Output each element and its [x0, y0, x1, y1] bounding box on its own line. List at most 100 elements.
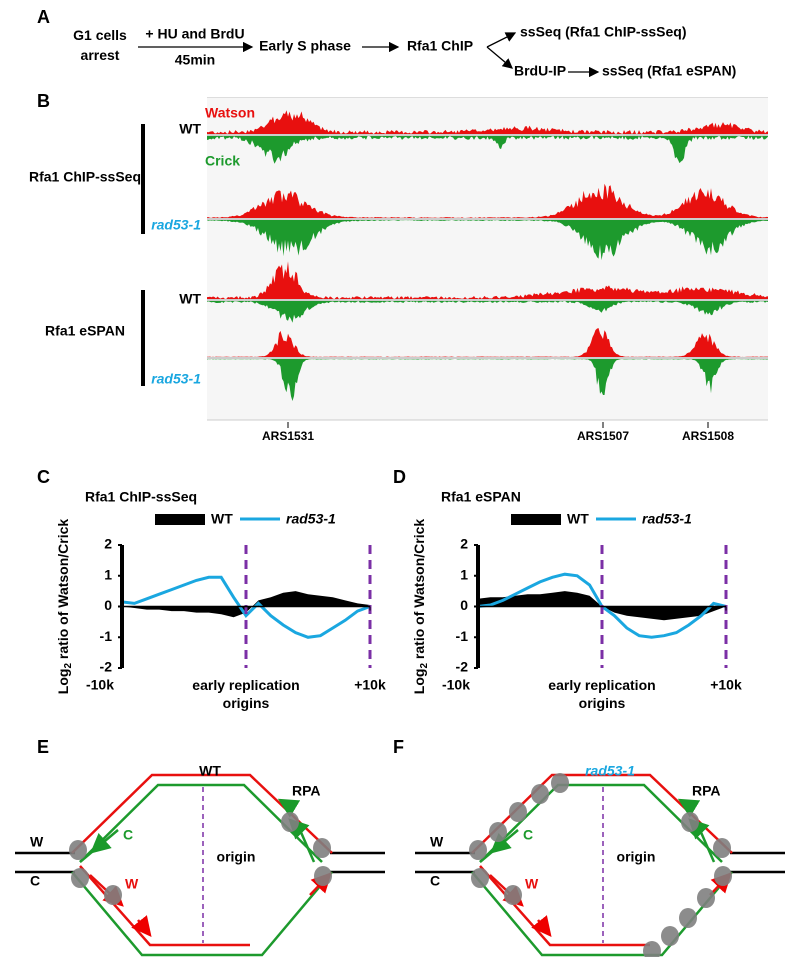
panel-label: A [37, 7, 50, 27]
arrow [486, 32, 517, 48]
y-tick-label: 2 [104, 536, 112, 552]
y-axis-label-part: Log [411, 669, 427, 695]
rpa [281, 812, 299, 832]
x-tick-label: -10k [442, 677, 470, 693]
row-label: rad53-1 [151, 371, 201, 387]
new-strand-label: C [523, 827, 533, 843]
rpa [714, 866, 732, 886]
strand-bottom-inner [479, 865, 650, 947]
track-signal [207, 301, 768, 323]
origin-label: ARS1507 [577, 429, 629, 443]
diagram-title: rad53-1 [585, 763, 635, 779]
y-tick-label: -2 [100, 659, 113, 675]
wt-area [122, 591, 370, 618]
rpa [71, 868, 89, 888]
legend-label: rad53-1 [642, 511, 692, 527]
new-strand-label: W [525, 876, 539, 892]
x-tick-label: -10k [86, 677, 114, 693]
strand-bottom-inner [79, 865, 250, 947]
arrow [486, 46, 513, 69]
legend-label: WT [211, 511, 233, 527]
x-axis-label: early replication origins [192, 677, 299, 711]
rpa [531, 784, 549, 804]
flow-text: BrdU-IP [514, 63, 566, 79]
flow-text: + HU and BrdU [145, 26, 244, 42]
rpa [697, 888, 715, 908]
track-signal [207, 261, 768, 299]
group-bar [141, 290, 145, 386]
row-label: rad53-1 [151, 217, 201, 233]
arrow-g [277, 798, 301, 818]
panel-label: D [393, 467, 406, 487]
track-signal [207, 136, 768, 164]
arrow-c [79, 829, 119, 863]
rpa [469, 840, 487, 860]
track-signal [207, 110, 768, 134]
strand-label: Watson [205, 105, 255, 121]
track-signal [207, 220, 768, 261]
panel-label: C [37, 467, 50, 487]
chart-title: Rfa1 ChIP-ssSeq [85, 489, 197, 505]
y-axis-label: Log2 ratio of Watson/Crick [411, 519, 430, 695]
rpa [313, 838, 331, 858]
y-tick-label: -1 [100, 628, 113, 644]
rpa [509, 802, 527, 822]
y-tick-label: 0 [104, 597, 112, 613]
rpa [504, 885, 522, 905]
group-label: Rfa1 ChIP-ssSeq [29, 169, 141, 185]
rpa [471, 868, 489, 888]
row-label: WT [179, 291, 201, 307]
y-tick-label: 2 [460, 536, 468, 552]
strand-label: Crick [205, 153, 240, 169]
rpa [551, 773, 569, 793]
diagram-title: WT [199, 763, 221, 779]
panel-label: B [37, 91, 50, 111]
rpa [314, 866, 332, 886]
rpa [661, 926, 679, 946]
panel-label: E [37, 737, 49, 757]
rpa [489, 822, 507, 842]
legend-label: rad53-1 [286, 511, 336, 527]
y-axis-label-part: 2 [63, 663, 74, 669]
group-bar [141, 124, 145, 234]
origin-label: ARS1531 [262, 429, 314, 443]
arrow-w2 [531, 915, 552, 937]
strand-label: W [30, 834, 44, 850]
arrow-w2 [131, 915, 152, 937]
new-strand-label: W [125, 876, 139, 892]
y-axis-label: Log2 ratio of Watson/Crick [55, 519, 74, 695]
origin-label: ARS1508 [682, 429, 734, 443]
strand-label: C [30, 873, 40, 889]
chart-title: Rfa1 eSPAN [441, 489, 521, 505]
flow-text: ssSeq (Rfa1 ChIP-ssSeq) [520, 24, 687, 40]
strand-bottom-outer [471, 871, 733, 957]
legend-swatch [511, 514, 561, 525]
row-label: WT [179, 121, 201, 137]
wt-area [478, 591, 726, 621]
y-axis-label-part: 2 [419, 663, 430, 669]
flow-text: G1 cells arrest [73, 27, 127, 63]
y-axis-label-part: Log [55, 669, 71, 695]
y-tick-label: 0 [460, 597, 468, 613]
y-tick-label: -2 [456, 659, 469, 675]
flow-text: Rfa1 ChIP [407, 38, 473, 54]
flow-text: 45min [175, 52, 215, 68]
y-tick-label: -1 [456, 628, 469, 644]
mutant-line [121, 575, 371, 639]
rpa [713, 838, 731, 858]
track-signal [207, 183, 768, 218]
arrow-c [479, 829, 519, 863]
new-strand-label: C [123, 827, 133, 843]
x-axis-label: early replication origins [548, 677, 655, 711]
panel-label: F [393, 737, 404, 757]
legend-swatch [155, 514, 205, 525]
rpa [643, 941, 661, 961]
y-axis-label-part: ratio of Watson/Crick [411, 519, 427, 663]
y-tick-label: 1 [460, 566, 468, 582]
group-label: Rfa1 eSPAN [45, 323, 125, 339]
x-tick-label: +10k [354, 677, 386, 693]
track-signal [207, 328, 768, 357]
track-signal [207, 359, 768, 401]
y-axis-label-part: ratio of Watson/Crick [55, 519, 71, 663]
